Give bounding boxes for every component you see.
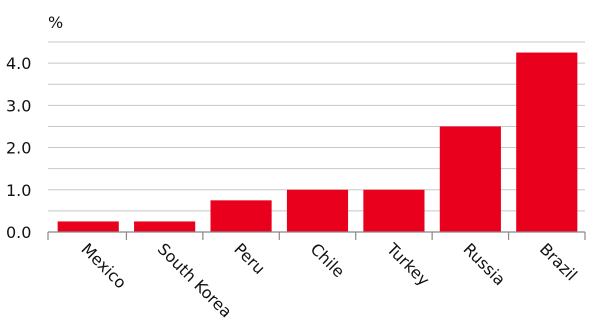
- bar-chile: [286, 189, 349, 232]
- x-tick-label: Peru: [230, 239, 269, 278]
- x-tick-label: Turkey: [382, 239, 433, 290]
- bar-south-korea: [134, 221, 196, 232]
- bar-brazil: [516, 52, 578, 232]
- x-tick-label: Chile: [307, 239, 349, 281]
- x-axis-tick-marks: [47, 232, 586, 240]
- x-tick-label: Mexico: [77, 239, 130, 292]
- y-tick-label: 3.0: [6, 96, 31, 115]
- y-tick-label: 1.0: [6, 181, 31, 200]
- x-tick-label: Russia: [460, 239, 510, 289]
- bar-turkey: [363, 189, 425, 232]
- bar-russia: [439, 126, 501, 232]
- y-tick-label: 4.0: [6, 54, 31, 73]
- y-axis-unit-label: %: [48, 13, 63, 32]
- gridlines: [48, 41, 585, 212]
- bar-mexico: [57, 221, 119, 232]
- x-tick-label: Brazil: [536, 239, 581, 284]
- bar-peru: [210, 200, 272, 232]
- y-axis-ticks: 0.0 1.0 2.0 3.0 4.0: [6, 54, 31, 242]
- x-tick-label: South Korea: [154, 239, 236, 321]
- bars: [57, 52, 578, 232]
- y-tick-label: 2.0: [6, 139, 31, 158]
- y-tick-label: 0.0: [6, 223, 31, 242]
